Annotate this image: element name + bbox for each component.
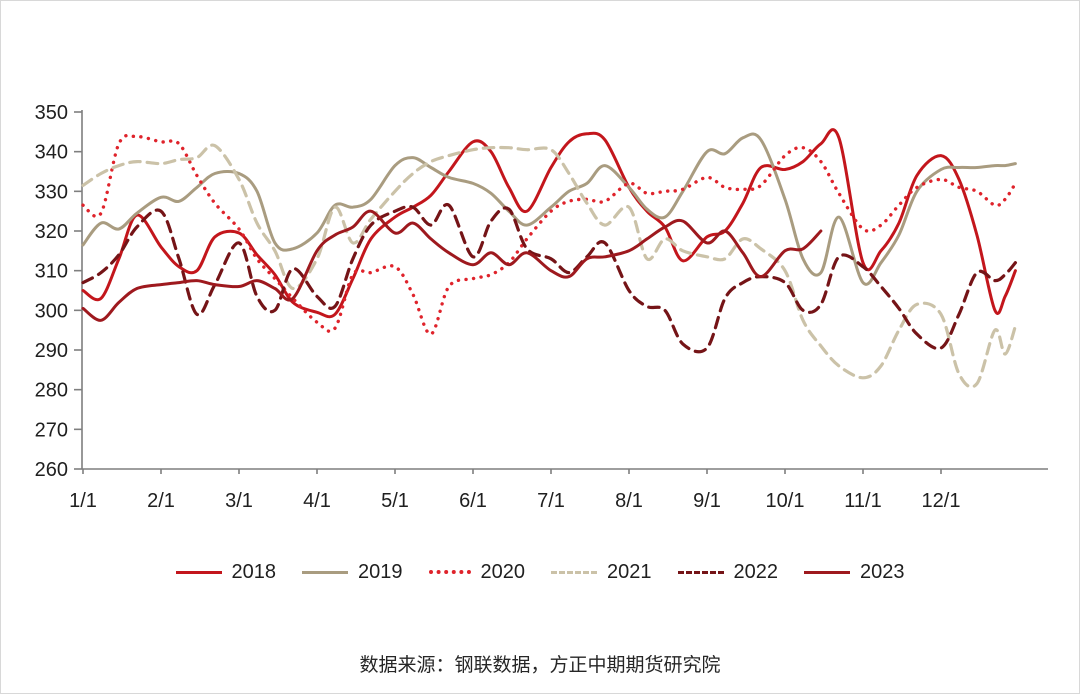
legend-label-2019: 2019 — [358, 561, 403, 583]
svg-text:260: 260 — [35, 459, 68, 481]
legend-item-2019: 2019 — [302, 562, 403, 582]
legend-line-sample-2022 — [677, 570, 724, 574]
svg-text:3/1: 3/1 — [225, 490, 253, 512]
svg-text:280: 280 — [35, 380, 68, 402]
legend-item-2018: 2018 — [175, 561, 277, 583]
series-line-2021 — [81, 143, 1017, 389]
legend-label-2020: 2020 — [480, 561, 526, 583]
svg-text:310: 310 — [35, 261, 68, 283]
legend-item-2023: 2023 — [804, 562, 905, 582]
svg-text:270: 270 — [35, 419, 68, 441]
svg-text:4/1: 4/1 — [303, 490, 331, 512]
svg-text:8/1: 8/1 — [615, 490, 643, 512]
series-line-2019 — [81, 132, 1017, 286]
line-chart-canvas: 260 270 280 290 300 310 320 330 340 350 1/1 2/1 3/1 4… — [35, 102, 1048, 512]
data-source-caption: 数据来源：钢联数据，方正中期期货研究院 — [359, 655, 721, 676]
series-line-2022 — [81, 202, 1017, 354]
legend-line-sample-2021 — [551, 570, 597, 574]
svg-text:2/1: 2/1 — [147, 490, 175, 512]
svg-text:10/1: 10/1 — [766, 490, 805, 512]
svg-text:6/1: 6/1 — [459, 490, 487, 512]
svg-text:300: 300 — [35, 300, 68, 322]
legend-item-2022: 2022 — [677, 561, 779, 583]
series-line-2023 — [81, 209, 823, 322]
svg-text:290: 290 — [35, 340, 68, 362]
svg-text:9/1: 9/1 — [693, 490, 721, 512]
legend-label-2021: 2021 — [607, 561, 652, 583]
legend-label-2023: 2023 — [860, 561, 905, 583]
svg-text:7/1: 7/1 — [537, 490, 565, 512]
svg-text:320: 320 — [35, 221, 68, 243]
legend-line-sample-2018 — [175, 570, 222, 574]
legend-line-sample-2019 — [302, 570, 348, 574]
legend-line-sample-2020 — [428, 570, 471, 574]
series-line-2018 — [81, 128, 1017, 319]
svg-text:11/1: 11/1 — [844, 490, 881, 512]
legend-label-2022: 2022 — [733, 561, 779, 583]
legend: 2018 2019 2020 2021 2022 2023 — [0, 556, 1080, 588]
svg-text:1/1: 1/1 — [69, 490, 97, 512]
legend-item-2020: 2020 — [428, 561, 526, 583]
legend-label-2018: 2018 — [231, 561, 277, 583]
legend-item-2021: 2021 — [551, 562, 652, 582]
svg-text:5/1: 5/1 — [381, 490, 409, 512]
svg-text:350: 350 — [35, 102, 68, 124]
series-line-2020 — [81, 133, 1018, 336]
svg-text:12/1: 12/1 — [922, 490, 961, 512]
svg-text:330: 330 — [35, 181, 68, 203]
legend-line-sample-2023 — [804, 570, 850, 574]
svg-text:340: 340 — [35, 142, 68, 164]
